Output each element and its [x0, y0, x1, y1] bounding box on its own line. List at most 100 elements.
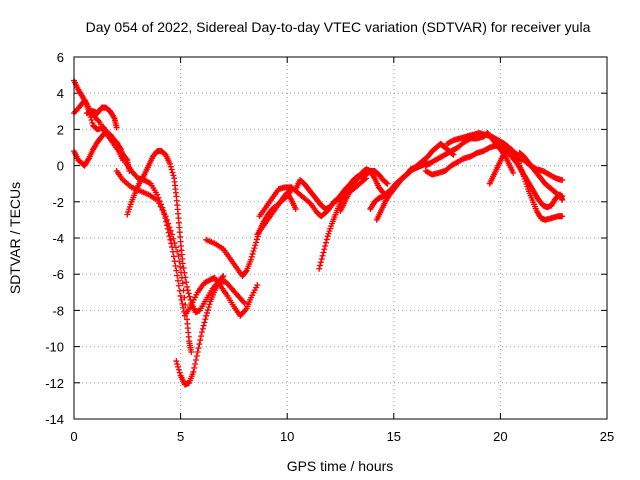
data-point-marker	[192, 356, 199, 363]
x-tick-label: 5	[177, 429, 184, 444]
data-point-marker	[198, 333, 205, 340]
data-point-marker	[89, 119, 96, 126]
data-point-marker	[379, 188, 386, 195]
data-point-marker	[169, 169, 176, 176]
data-point-marker	[155, 200, 162, 207]
data-series-arc-3	[71, 128, 133, 175]
data-point-marker	[205, 304, 212, 311]
data-point-marker	[187, 296, 194, 303]
data-point-marker	[176, 369, 183, 376]
data-point-marker	[383, 179, 390, 186]
data-point-marker	[220, 273, 227, 280]
data-point-marker	[175, 282, 182, 289]
data-point-marker	[179, 300, 186, 307]
data-point-marker	[172, 244, 179, 251]
data-point-marker	[166, 160, 173, 167]
data-series-arc-9	[254, 189, 299, 238]
data-point-marker	[247, 256, 254, 263]
data-point-marker	[175, 366, 182, 373]
y-tick-label: -10	[45, 340, 64, 355]
data-point-marker	[177, 263, 184, 270]
data-point-marker	[219, 274, 226, 281]
data-point-marker	[177, 292, 184, 299]
data-point-marker	[319, 252, 326, 259]
data-point-marker	[559, 213, 566, 220]
y-tick-label: -14	[45, 412, 64, 427]
data-point-marker	[123, 156, 130, 163]
data-point-marker	[323, 239, 330, 246]
data-point-marker	[184, 287, 191, 294]
data-point-marker	[185, 290, 192, 297]
data-series-arc-6	[124, 148, 248, 316]
data-point-marker	[179, 280, 186, 287]
data-point-marker	[317, 262, 324, 269]
data-point-marker	[170, 235, 177, 242]
data-point-marker	[87, 114, 94, 121]
data-point-marker	[172, 262, 179, 269]
data-point-marker	[167, 236, 174, 243]
data-points	[71, 77, 566, 388]
data-point-marker	[183, 309, 190, 316]
data-point-marker	[175, 253, 182, 260]
data-point-marker	[322, 242, 329, 249]
data-point-marker	[179, 260, 186, 267]
data-point-marker	[292, 206, 299, 213]
data-point-marker	[204, 309, 211, 316]
y-tick-label: 2	[57, 122, 64, 137]
data-series-arc-2	[71, 97, 261, 319]
y-tick-label: -2	[52, 195, 64, 210]
data-point-marker	[173, 358, 180, 365]
plot-frame	[73, 56, 608, 420]
chart-title: Day 054 of 2022, Sidereal Day-to-day VTE…	[86, 19, 591, 35]
data-point-marker	[182, 301, 189, 308]
data-point-marker	[175, 277, 182, 284]
data-point-marker	[242, 268, 249, 275]
data-point-marker	[254, 282, 261, 289]
data-point-marker	[154, 191, 161, 198]
data-point-marker	[194, 349, 201, 356]
data-point-marker	[198, 329, 205, 336]
data-point-marker	[165, 220, 172, 227]
data-point-marker	[196, 341, 203, 348]
data-point-marker	[181, 294, 188, 301]
data-point-marker	[160, 210, 167, 217]
x-tick-label: 10	[280, 429, 294, 444]
data-point-marker	[181, 269, 188, 276]
x-tick-label: 0	[70, 429, 77, 444]
data-point-marker	[316, 265, 323, 272]
data-point-marker	[191, 364, 198, 371]
data-point-marker	[190, 368, 197, 375]
data-series-arc-21	[516, 149, 566, 200]
y-tick-label: 4	[57, 86, 64, 101]
y-tick-label: -6	[52, 267, 64, 282]
data-series-arc-4	[83, 104, 120, 131]
data-point-marker	[175, 363, 182, 370]
y-tick-label: 0	[57, 159, 64, 174]
data-point-marker	[203, 312, 210, 319]
data-point-marker	[168, 166, 175, 173]
data-point-marker	[318, 255, 325, 262]
grid-lines	[74, 57, 607, 419]
axis-ticks: 0 5 10 15 20 25 -14 -12 -10 -8 -6 -4 -2 0 2 4 6	[45, 50, 614, 444]
data-point-marker	[320, 249, 327, 256]
data-point-marker	[174, 272, 181, 279]
data-series-arc-13	[337, 166, 387, 214]
data-point-marker	[206, 301, 213, 308]
data-point-marker	[197, 337, 204, 344]
data-point-marker	[510, 169, 517, 176]
data-point-marker	[186, 293, 193, 300]
data-point-marker	[251, 245, 258, 252]
data-point-marker	[173, 267, 180, 274]
data-point-marker	[193, 353, 200, 360]
data-point-marker	[202, 316, 209, 323]
data-point-marker	[250, 248, 257, 255]
data-point-marker	[183, 279, 190, 286]
data-point-marker	[559, 193, 566, 200]
data-point-marker	[180, 265, 187, 272]
data-series-arc-7	[173, 273, 227, 388]
data-point-marker	[204, 307, 211, 314]
data-point-marker	[183, 283, 190, 290]
x-tick-label: 25	[600, 429, 614, 444]
data-point-marker	[167, 163, 174, 170]
y-tick-label: 6	[57, 50, 64, 65]
